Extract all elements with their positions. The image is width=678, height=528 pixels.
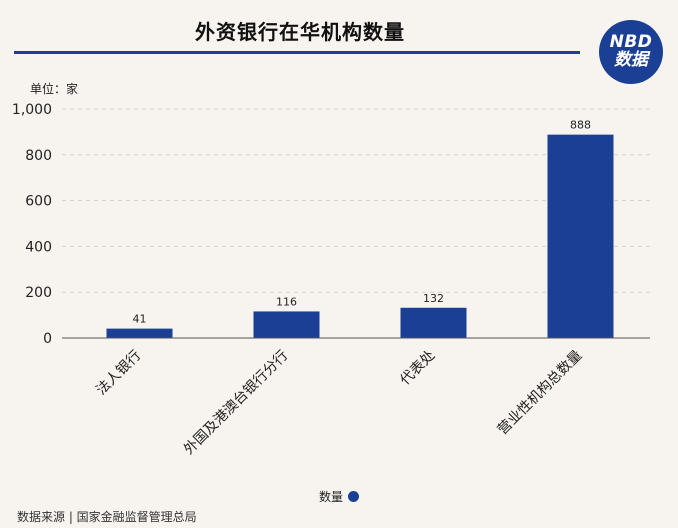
x-tick-label: 营业性机构总数量 (495, 348, 586, 439)
y-tick-label: 400 (25, 239, 52, 255)
y-tick-label: 800 (25, 148, 52, 164)
bar-value-label: 132 (423, 292, 444, 305)
bars (106, 134, 614, 338)
unit-label: 单位：家 (30, 82, 79, 96)
bar-value-label: 116 (276, 295, 297, 308)
y-axis-ticks: 0 200 400 600 800 1,000 (12, 102, 52, 347)
x-tick-label: 代表处 (397, 348, 438, 389)
bar-value-label: 41 (133, 313, 147, 326)
logo-text-top: NBD (609, 32, 653, 53)
x-tick-label: 外国及港澳台银行分行 (181, 348, 291, 458)
y-tick-label: 0 (43, 331, 52, 347)
legend-label: 数量 (318, 490, 343, 504)
nbd-logo: NBD 数据 (599, 20, 663, 84)
y-tick-label: 600 (25, 194, 52, 210)
bar (106, 328, 173, 338)
bar (547, 134, 614, 338)
legend-marker (348, 491, 359, 502)
y-tick-label: 200 (25, 285, 52, 301)
y-tick-label: 1,000 (12, 102, 52, 118)
title-underline (14, 51, 580, 54)
x-axis-ticks: 法人银行 外国及港澳台银行分行 代表处 营业性机构总数量 (93, 348, 585, 458)
source-note: 数据来源 | 国家金融监督管理总局 (17, 510, 197, 524)
logo-text-bottom: 数据 (614, 50, 648, 70)
bar-value-label: 888 (570, 119, 591, 132)
legend: 数量 (0, 488, 678, 505)
data-labels: 41 116 132 888 (133, 119, 592, 326)
bar (253, 311, 320, 338)
x-tick-label: 法人银行 (93, 348, 144, 399)
bar (400, 307, 467, 338)
chart-title: 外资银行在华机构数量 (195, 20, 405, 44)
